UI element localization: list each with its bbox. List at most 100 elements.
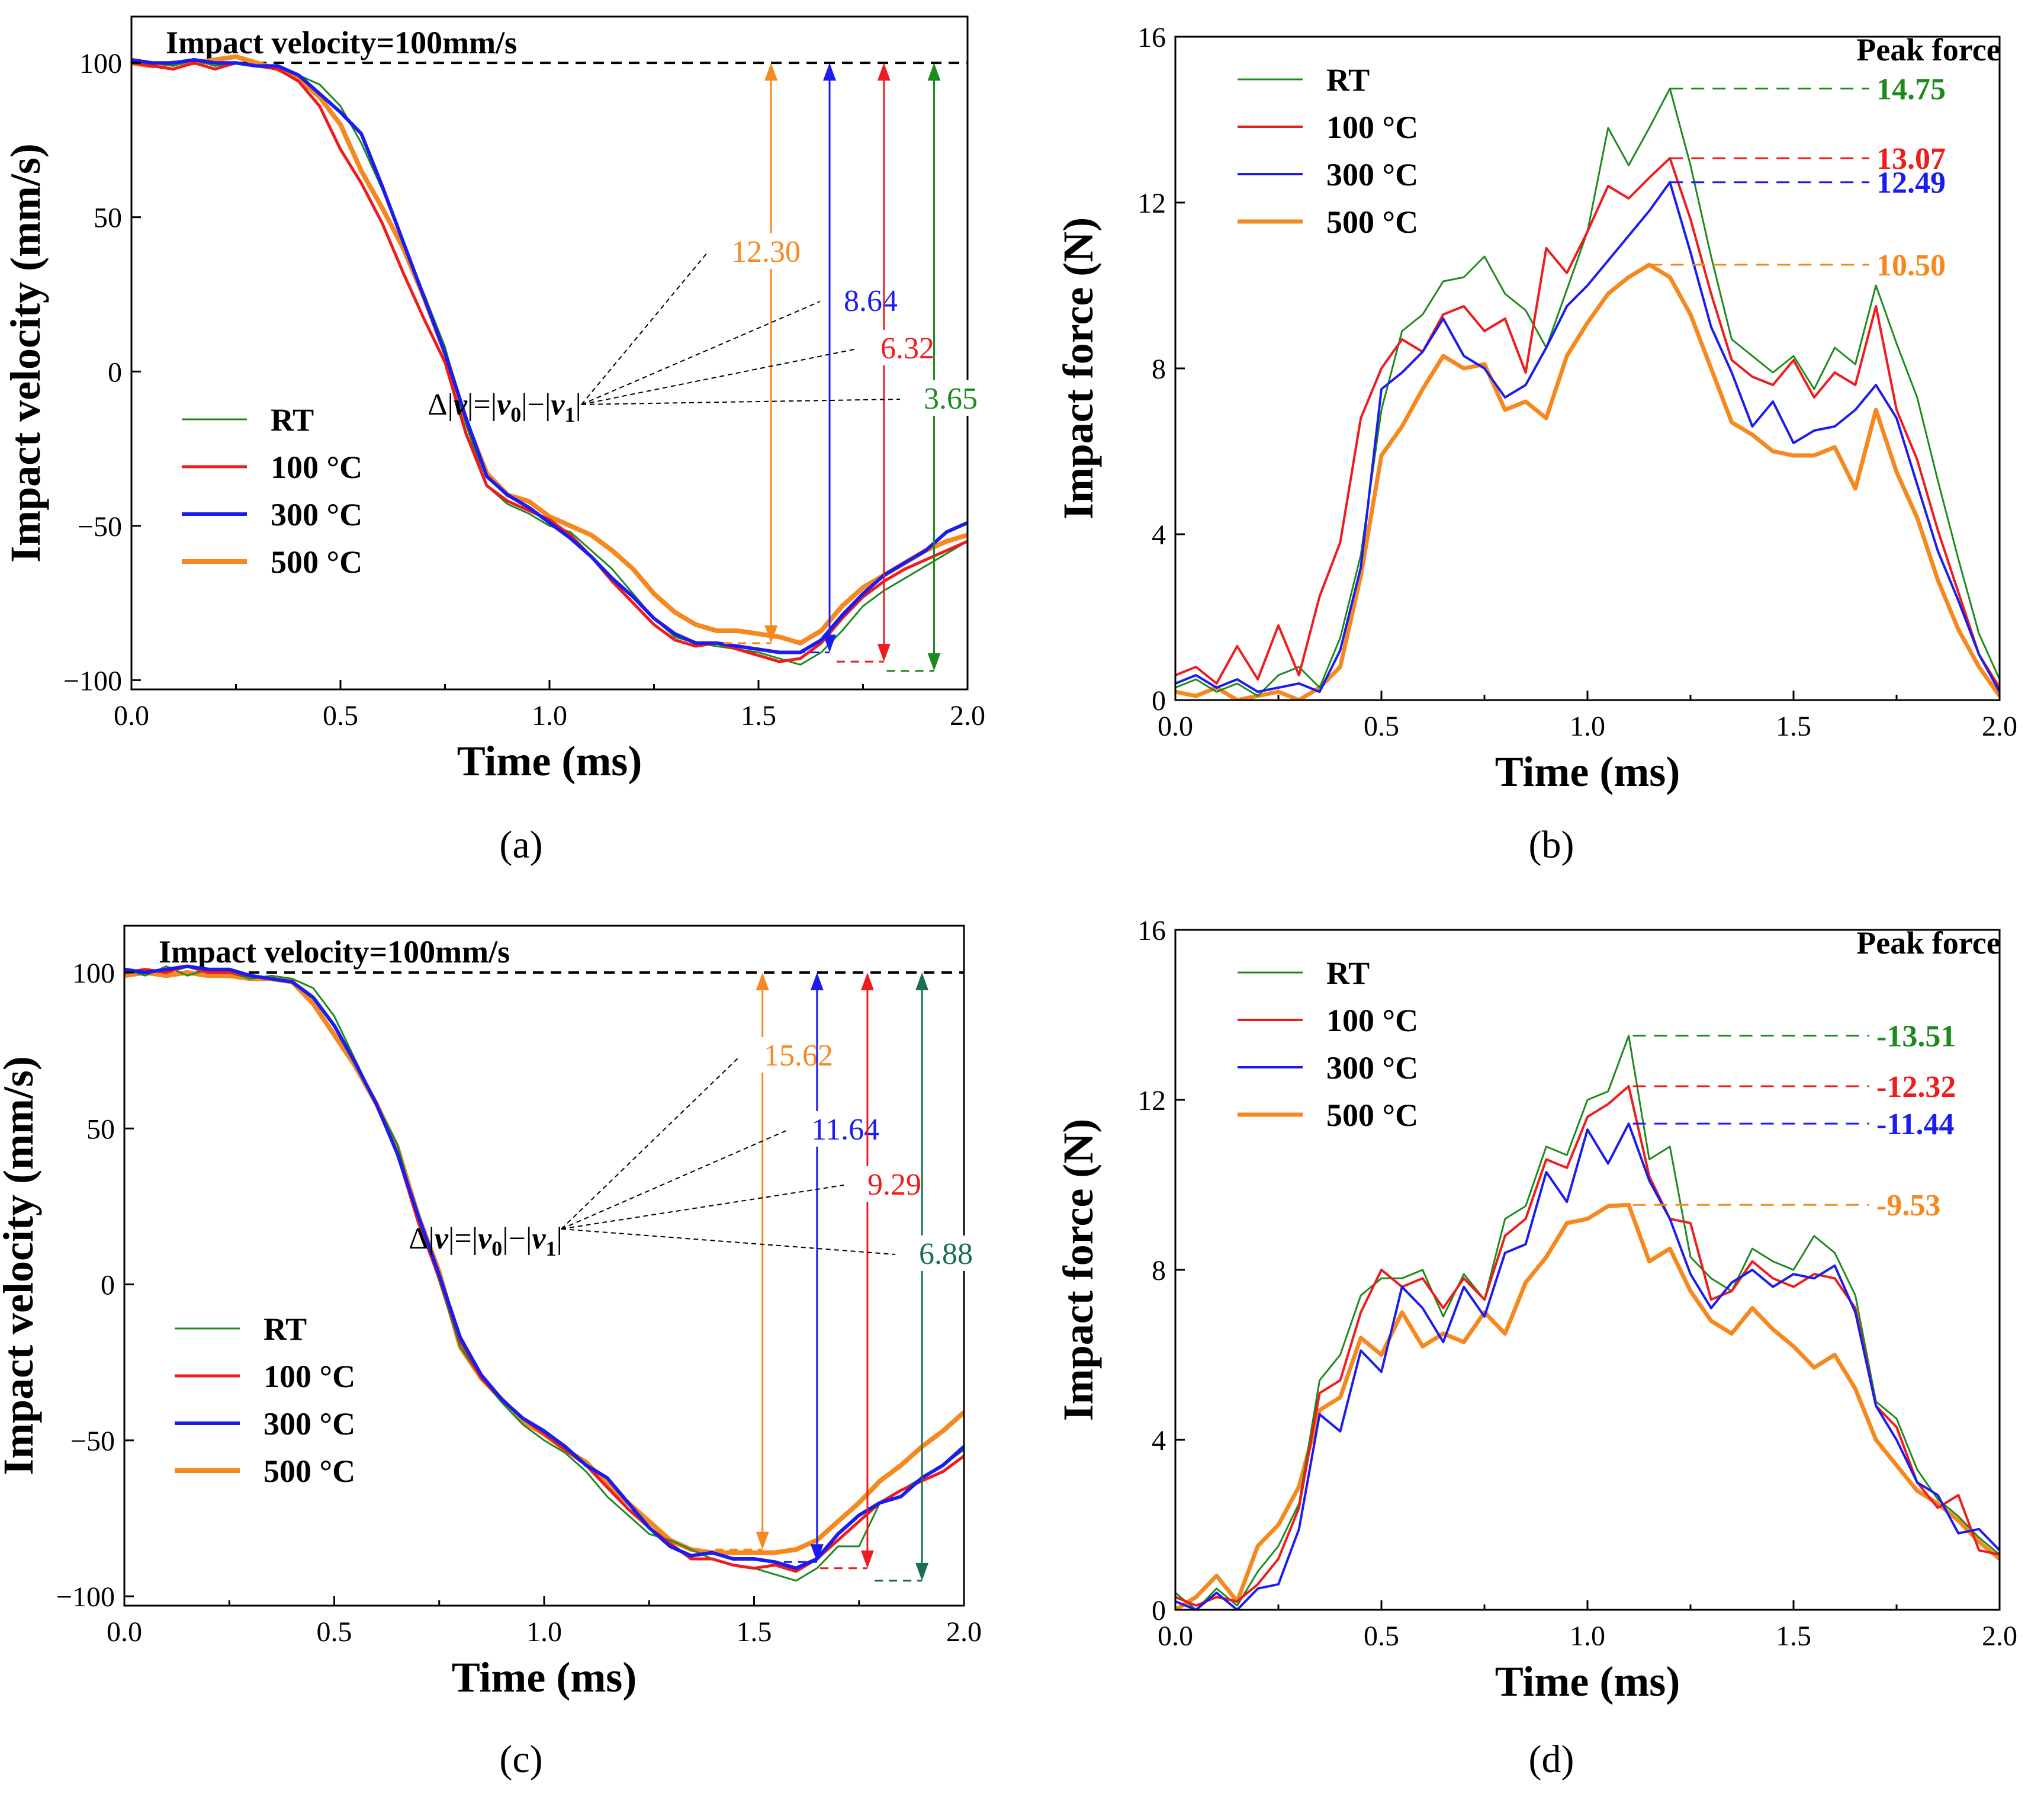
legend-entry: 500 °C: [271, 544, 362, 580]
delta-v-formula: Δ|v|=|v0|−|v1|: [409, 1222, 563, 1260]
series-line-100C: [131, 61, 968, 663]
peak-value-label: 14.75: [1876, 73, 1946, 107]
x-axis-label: Time (ms): [1495, 748, 1680, 795]
series-group: [1175, 88, 2000, 700]
x-tick-label: 0.0: [107, 1616, 142, 1648]
dv-arrow-head-top: [756, 972, 769, 990]
legend-entry: 300 °C: [263, 1406, 355, 1442]
y-tick-label: 0: [1152, 1595, 1166, 1626]
x-tick-label: 0.0: [1158, 1620, 1193, 1652]
y-tick-label: 12: [1137, 1085, 1166, 1116]
x-tick-label: 1.5: [741, 700, 776, 731]
y-tick-label: 12: [1137, 188, 1166, 219]
y-axis-label: Impact velocity (mm/s): [2, 143, 49, 563]
series-line-RT: [124, 965, 964, 1582]
y-tick-label: 8: [1152, 354, 1166, 385]
legend-entry: 300 °C: [1326, 157, 1418, 192]
series-line-300C: [1175, 181, 2000, 693]
series-line-RT: [131, 59, 968, 666]
legend-entry: RT: [1326, 62, 1370, 98]
y-tick-label: 100: [72, 958, 115, 989]
dv-leader-line: [581, 348, 857, 405]
peak-value-label: 10.50: [1876, 249, 1946, 283]
panel-label: (d): [1529, 1738, 1574, 1781]
dv-arrow-head-top: [927, 63, 941, 81]
x-tick-label: 2.0: [946, 1616, 982, 1648]
peak-value-label: -12.32: [1876, 1070, 1956, 1104]
dv-value-label: 11.64: [811, 1113, 879, 1147]
series-line-RT: [1175, 1035, 2000, 1610]
panel-label: (b): [1529, 823, 1574, 867]
legend-entry: 500 °C: [1326, 1097, 1418, 1133]
y-tick-label: −100: [56, 1581, 115, 1613]
formula-part: Δ|: [428, 388, 454, 422]
panel-c-velocity: Impact velocity=100mm/s 0.0 0.5 1.0 1.5 2.0 −1…: [0, 925, 986, 1781]
formula-part: 0: [491, 1237, 502, 1260]
formula-part: 0: [510, 403, 521, 426]
series-line-100C: [124, 965, 964, 1573]
series-line-100C: [1175, 157, 2000, 689]
formula-part: v: [435, 1222, 449, 1256]
legend-entry: 100 °C: [271, 450, 362, 485]
series-line-500C: [124, 970, 964, 1555]
panel-label: (c): [499, 1738, 542, 1781]
dv-leader-line: [561, 1185, 844, 1230]
peak-value-label: 13.07: [1876, 142, 1946, 176]
chart-title: Peak force: [1856, 925, 2000, 961]
y-tick-label: 0: [101, 1270, 115, 1301]
dv-value-label: 6.32: [880, 332, 934, 365]
y-tick-label: −50: [78, 511, 122, 543]
dv-value-label: 3.65: [924, 382, 978, 416]
formula-part: |: [557, 1222, 563, 1256]
panel-b-force: Peak force 0.0 0.5 1.0 1.5 2.0 0 4 8 12 16 Time (ms…: [1055, 22, 2017, 867]
formula-part: v: [497, 388, 511, 422]
series-line-300C: [124, 964, 964, 1570]
x-tick-label: 2.0: [1982, 711, 2017, 742]
legend: RT 100 °C 300 °C 500 °C: [1238, 62, 1418, 240]
legend-entry: 100 °C: [1326, 110, 1418, 145]
legend: RT 100 °C 300 °C 500 °C: [175, 1311, 355, 1489]
x-tick-label: 0.5: [317, 1616, 352, 1648]
panel-d-force: Peak force 0.0 0.5 1.0 1.5 2.0 0 4 8 12 16 Time (ms…: [1055, 915, 2017, 1781]
dv-arrow-head-bottom: [860, 1550, 874, 1568]
y-axis-label: Impact velocity (mm/s): [0, 1056, 42, 1475]
y-tick-label: 16: [1137, 915, 1166, 946]
chart-title: Peak force: [1856, 32, 2000, 68]
y-tick-label: −50: [70, 1426, 115, 1457]
peak-value-label: -9.53: [1876, 1189, 1940, 1222]
dv-label-bg: [863, 1166, 935, 1202]
y-tick-label: −100: [63, 665, 122, 697]
x-tick-label: 1.5: [1776, 711, 1811, 742]
dv-value-label: 9.29: [867, 1168, 921, 1202]
legend-entry: 500 °C: [1326, 204, 1418, 240]
dv-leader-line: [561, 1055, 741, 1230]
legend: RT 100 °C 300 °C 500 °C: [1238, 955, 1418, 1133]
dv-annotations: Δ|v|=|v0|−|v1|12.308.646.323.65: [428, 63, 991, 672]
legend-entry: 300 °C: [1326, 1050, 1418, 1086]
plot-frame: [123, 925, 965, 1607]
x-tick-label: 2.0: [950, 700, 985, 731]
dv-arrow-head-top: [823, 63, 837, 81]
y-tick-label: 0: [1152, 685, 1166, 717]
dv-value-label: 12.30: [731, 235, 801, 269]
peak-value-label: -13.51: [1876, 1020, 1956, 1054]
dv-arrow-head-top: [764, 63, 778, 81]
x-tick-label: 1.5: [1776, 1620, 1811, 1652]
dv-arrow-head-bottom: [927, 653, 941, 671]
dv-leader-line: [581, 301, 821, 405]
y-tick-label: 50: [86, 1113, 115, 1145]
dv-arrow-head-top: [860, 972, 874, 990]
plot-frame: [1174, 36, 2001, 701]
x-tick-label: 0.5: [1364, 1620, 1399, 1652]
y-tick-label: 50: [94, 203, 122, 234]
dv-arrow-head-top: [810, 972, 824, 990]
y-tick-label: 0: [108, 357, 122, 388]
legend-entry: RT: [271, 402, 314, 438]
legend-entry: RT: [263, 1311, 307, 1347]
dv-label-bg: [919, 380, 991, 416]
x-tick-label: 1.0: [1570, 711, 1605, 742]
dv-arrow-head-top: [915, 972, 929, 990]
